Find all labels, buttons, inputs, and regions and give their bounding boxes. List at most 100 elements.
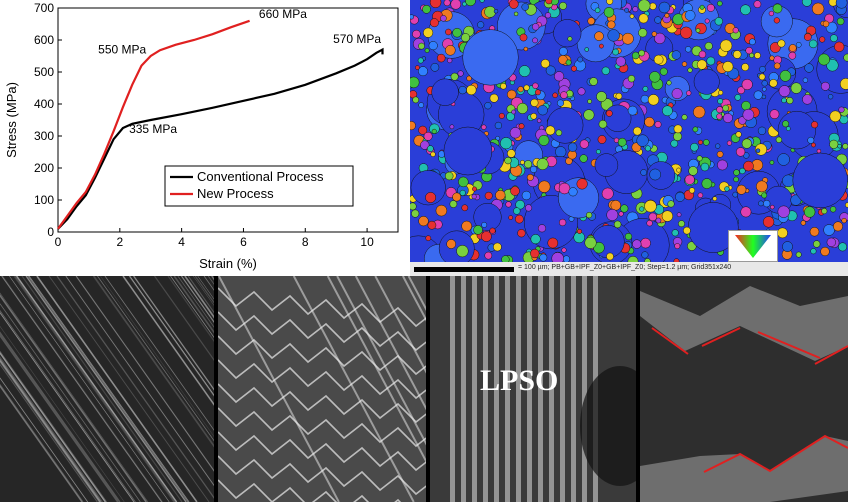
grain bbox=[545, 125, 556, 136]
grain bbox=[741, 78, 753, 91]
lpso-stripe bbox=[571, 276, 576, 502]
grain bbox=[732, 27, 739, 34]
grain bbox=[640, 237, 651, 249]
grain bbox=[571, 65, 577, 72]
grain bbox=[811, 121, 819, 129]
grain bbox=[824, 13, 834, 24]
grain bbox=[742, 108, 755, 121]
grain bbox=[423, 131, 433, 141]
grain bbox=[418, 66, 428, 77]
grain bbox=[706, 56, 716, 66]
stress-strain-chart: 0 2 4 6 8 10 0 100 200 300 400 500 600 700 Strain (%) S… bbox=[0, 0, 410, 272]
grain bbox=[425, 235, 432, 242]
slip-line bbox=[0, 331, 121, 502]
grain bbox=[452, 27, 462, 38]
grain bbox=[741, 100, 751, 111]
grain bbox=[739, 167, 746, 175]
grain bbox=[631, 51, 640, 60]
series-line-0 bbox=[57, 47, 384, 230]
grain bbox=[589, 77, 598, 86]
grain bbox=[759, 65, 766, 73]
dislocation-line bbox=[218, 383, 426, 424]
dislocation-line bbox=[218, 276, 340, 502]
grain bbox=[813, 240, 821, 248]
grain bbox=[461, 204, 469, 212]
grain bbox=[489, 227, 496, 234]
slip-line bbox=[2, 276, 163, 502]
grain bbox=[601, 66, 610, 75]
slip-line bbox=[170, 276, 214, 338]
grain bbox=[719, 39, 733, 52]
grain bbox=[594, 7, 601, 14]
dislocation-line bbox=[402, 276, 426, 322]
grain bbox=[556, 99, 565, 107]
grain bbox=[680, 26, 693, 39]
grain bbox=[444, 171, 454, 181]
grain bbox=[530, 98, 539, 107]
grain bbox=[735, 131, 742, 138]
grain bbox=[412, 29, 421, 39]
grain bbox=[755, 180, 768, 193]
x-tick-label: 4 bbox=[178, 235, 185, 249]
grain bbox=[565, 59, 572, 66]
grain bbox=[615, 56, 626, 67]
kink-band bbox=[640, 436, 848, 502]
grain bbox=[532, 23, 540, 31]
grain bbox=[671, 229, 679, 237]
grain bbox=[447, 57, 453, 64]
grain bbox=[462, 29, 519, 86]
grain bbox=[576, 178, 588, 190]
grain bbox=[410, 121, 416, 131]
grain bbox=[538, 134, 550, 146]
grain bbox=[516, 102, 529, 114]
grain bbox=[671, 50, 681, 60]
grain bbox=[782, 174, 795, 188]
scale-bar bbox=[414, 267, 514, 272]
grain bbox=[597, 135, 607, 144]
slip-line bbox=[0, 383, 84, 502]
grain bbox=[733, 169, 740, 176]
grain bbox=[466, 75, 472, 82]
grain bbox=[466, 84, 477, 96]
grain bbox=[800, 220, 806, 226]
grain bbox=[822, 20, 830, 28]
grain bbox=[704, 18, 710, 24]
grain bbox=[781, 97, 787, 104]
grain bbox=[536, 118, 542, 123]
grain bbox=[477, 21, 485, 29]
grain bbox=[666, 80, 672, 86]
grain bbox=[736, 184, 747, 195]
grain bbox=[777, 205, 790, 218]
grain bbox=[599, 43, 604, 49]
grain bbox=[613, 220, 622, 229]
grain bbox=[534, 89, 541, 96]
grain bbox=[524, 160, 533, 169]
dislocation-line bbox=[292, 276, 415, 502]
grain bbox=[715, 143, 721, 149]
grain bbox=[706, 3, 715, 12]
grain bbox=[484, 191, 493, 200]
y-tick-label: 100 bbox=[34, 193, 54, 207]
grain bbox=[568, 187, 578, 197]
grain bbox=[530, 248, 540, 259]
grain bbox=[827, 94, 834, 100]
lpso-stripe bbox=[538, 276, 543, 502]
grain bbox=[620, 204, 629, 213]
grain bbox=[685, 46, 692, 53]
grain bbox=[703, 139, 710, 146]
grain bbox=[452, 192, 462, 202]
grain bbox=[420, 140, 430, 150]
grain bbox=[687, 67, 693, 73]
grain bbox=[607, 29, 620, 42]
grain bbox=[753, 90, 763, 100]
slip-line bbox=[28, 276, 190, 502]
slip-line bbox=[0, 334, 119, 502]
grain bbox=[495, 190, 506, 201]
grain bbox=[755, 148, 761, 153]
grain bbox=[457, 70, 464, 77]
y-tick-label: 0 bbox=[47, 225, 54, 239]
grain bbox=[790, 82, 802, 94]
grain bbox=[537, 224, 547, 233]
grain bbox=[459, 189, 466, 196]
grain bbox=[418, 125, 428, 135]
